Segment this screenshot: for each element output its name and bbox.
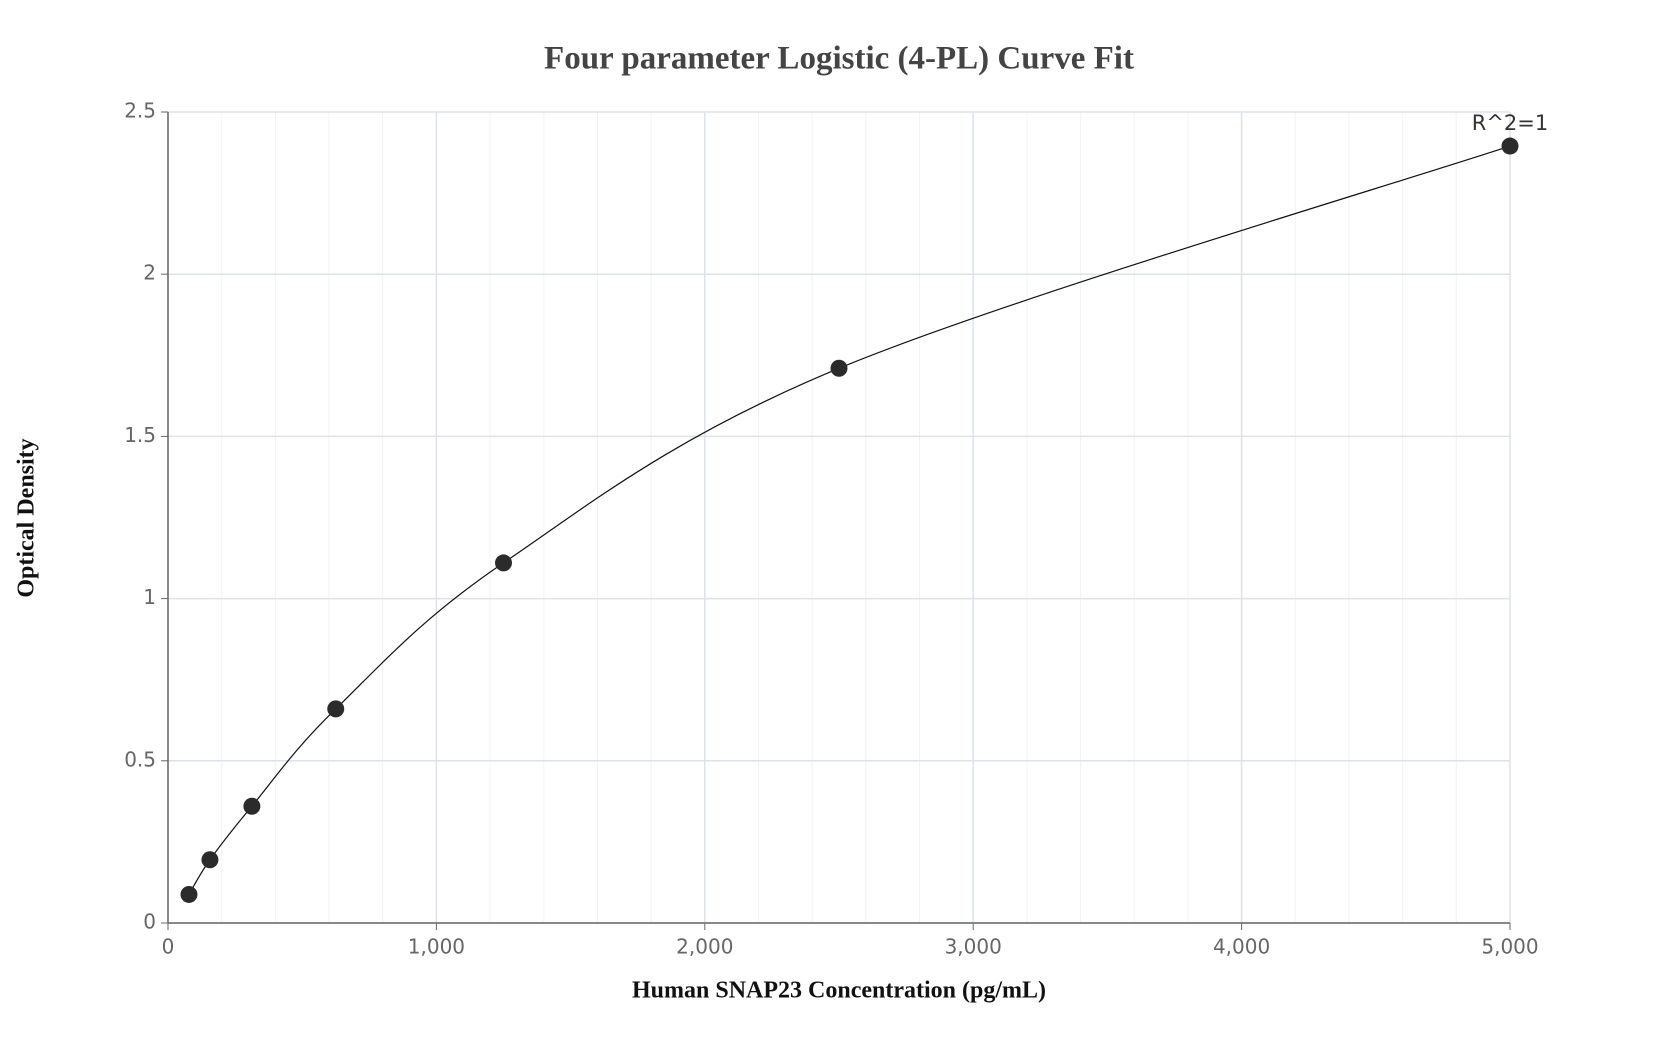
data-point [180,885,198,903]
y-tick-label: 0 [143,910,156,934]
x-tick-label: 2,000 [676,935,733,959]
data-point [243,797,261,815]
data-point [495,554,512,572]
x-tick-label: 5,000 [1481,935,1538,959]
y-tick-label: 1 [143,585,156,609]
fit-curve [188,145,1511,895]
data-point [201,851,219,869]
annotation: R^2=1 [1472,111,1549,135]
x-tick-label: 4,000 [1213,935,1270,959]
y-tick-label: 0.5 [124,747,156,771]
data-point [830,359,848,377]
data-point [327,700,345,718]
data-point [1501,137,1519,155]
x-axis-label: Human SNAP23 Concentration (pg/mL) [632,978,1046,1004]
x-tick-label: 3,000 [945,935,1002,959]
chart-title: Four parameter Logistic (4-PL) Curve Fit [544,41,1134,77]
x-tick-label: 0 [162,935,175,959]
x-tick-label: 1,000 [408,935,465,959]
y-tick-label: 2 [143,261,156,285]
y-axis-label: Optical Density [14,438,40,597]
y-tick-label: 2.5 [124,99,156,123]
y-tick-label: 1.5 [124,423,156,447]
